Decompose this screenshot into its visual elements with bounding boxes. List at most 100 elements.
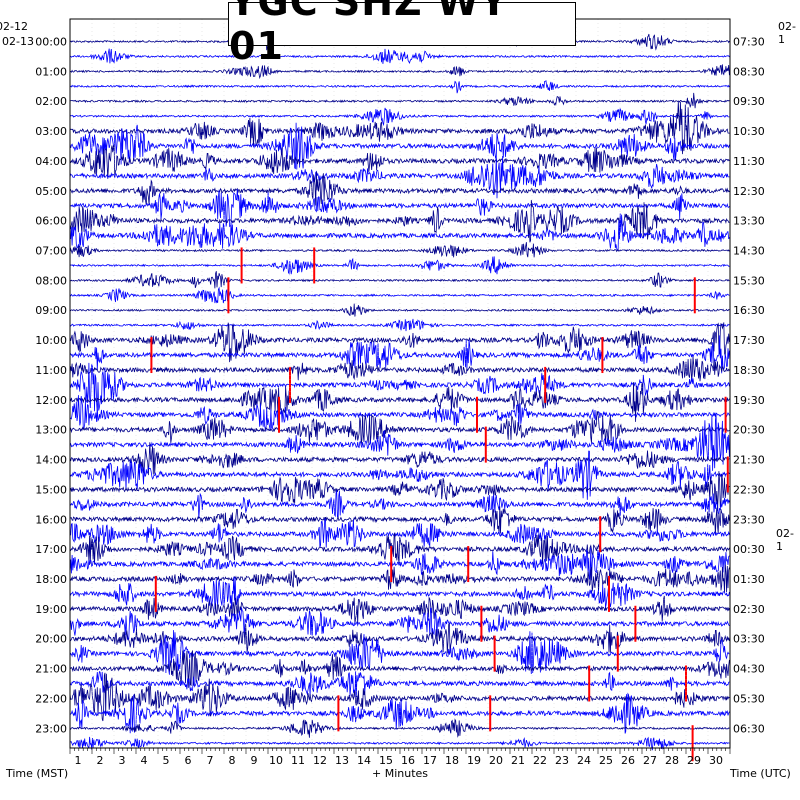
trace-row: [69, 718, 730, 738]
hour-label-right: 12:30: [733, 185, 765, 198]
axis-label-left: Time (MST): [5, 767, 68, 780]
hour-label-left: 16:00: [35, 513, 67, 526]
hour-label-right: 10:30: [733, 125, 765, 138]
minute-tick-label: 8: [229, 754, 236, 767]
axis-label-center: + Minutes: [372, 767, 428, 780]
trace-row: [69, 362, 730, 414]
date-label-start: 02-13: [2, 35, 34, 48]
minute-tick-label: 15: [379, 754, 393, 767]
date-label-top-right: 02-1: [778, 20, 796, 46]
right-hour-labels: 07:30 08:30 09:30 10:30 11:30 12:30 13:30 14:30…: [733, 36, 765, 736]
hour-label-left: 14:00: [35, 454, 67, 467]
trace-row: [70, 48, 730, 65]
trace-row: [69, 356, 730, 382]
trace-row: [69, 256, 730, 275]
trace-row: [69, 576, 730, 610]
minute-tick-label: 2: [97, 754, 104, 767]
trace-row: [69, 518, 730, 548]
minute-tick-label: 25: [599, 754, 613, 767]
trace-row: [69, 607, 730, 641]
hour-label-right: 18:30: [733, 364, 765, 377]
hour-label-right: 13:30: [733, 215, 765, 228]
minute-tick-label: 14: [357, 754, 371, 767]
hour-label-left: 21:00: [35, 663, 67, 676]
minute-tick-label: 10: [269, 754, 283, 767]
minute-tick-label: 16: [401, 754, 415, 767]
hour-label-right: 09:30: [733, 95, 765, 108]
minute-ticks: 1 2 3 4 5 6 7 8 9 10 11 12 13 14 15 16 17 18 19 20 21 22 23 24 2…: [69, 748, 731, 767]
hour-label-right: 17:30: [733, 334, 765, 347]
minute-tick-label: 29: [687, 754, 701, 767]
hour-label-left: 17:00: [35, 543, 67, 556]
hour-label-left: 00:00: [35, 36, 67, 49]
hour-label-left: 02:00: [35, 95, 67, 108]
trace-row: [69, 490, 730, 520]
trace-row: [70, 271, 730, 289]
minute-tick-label: 13: [335, 754, 349, 767]
hour-label-right: 03:30: [733, 633, 765, 646]
trace-row: [69, 318, 730, 332]
trace-row: [69, 242, 730, 258]
trace-row: [69, 650, 730, 688]
hour-label-right: 20:30: [733, 424, 765, 437]
hour-label-left: 11:00: [35, 364, 67, 377]
minute-tick-label: 11: [291, 754, 305, 767]
grid-lines: [91, 19, 709, 748]
trace-row: [69, 410, 730, 445]
trace-row: [69, 382, 730, 422]
trace-row: [69, 414, 730, 471]
minute-tick-label: 20: [489, 754, 503, 767]
minute-tick-label: 5: [163, 754, 170, 767]
hour-label-left: 08:00: [35, 274, 67, 287]
minute-tick-label: 9: [251, 754, 258, 767]
trace-row: [69, 630, 730, 675]
trace-row: [69, 395, 730, 432]
minute-tick-label: 24: [577, 754, 591, 767]
trace-row: [69, 107, 730, 127]
minute-tick-label: 6: [185, 754, 192, 767]
minute-tick-label: 17: [423, 754, 437, 767]
hour-label-right: 23:30: [733, 513, 765, 526]
hour-label-right: 14:30: [733, 245, 765, 258]
hour-label-right: 04:30: [733, 663, 765, 676]
hour-label-left: 23:00: [35, 722, 67, 735]
hour-label-left: 20:00: [35, 633, 67, 646]
hour-label-right: 02:30: [733, 603, 765, 616]
trace-row: [69, 547, 730, 581]
trace-row: [69, 672, 730, 722]
trace-row: [69, 64, 730, 80]
hour-label-right: 11:30: [733, 155, 765, 168]
hour-label-left: 05:00: [35, 185, 67, 198]
minute-tick-label: 12: [313, 754, 327, 767]
hour-label-right: 07:30: [733, 36, 765, 49]
trace-row: [69, 506, 730, 535]
hour-label-left: 06:00: [35, 215, 67, 228]
minute-tick-label: 30: [709, 754, 723, 767]
trace-row: [69, 442, 730, 476]
minute-tick-label: 19: [467, 754, 481, 767]
minute-tick-label: 22: [533, 754, 547, 767]
minute-tick-label: 18: [445, 754, 459, 767]
hour-label-right: 16:30: [733, 304, 765, 317]
axis-label-right: Time (UTC): [729, 767, 791, 780]
minute-tick-label: 26: [621, 754, 635, 767]
trace-row: [69, 80, 730, 94]
hour-label-left: 01:00: [35, 65, 67, 78]
left-hour-labels: 00:00 01:00 02:00 03:00 04:00 05:00 06:00 07:00…: [35, 36, 67, 736]
hour-label-right: 15:30: [733, 274, 765, 287]
trace-row: [69, 213, 730, 252]
hour-label-right: 21:30: [733, 454, 765, 467]
minute-tick-label: 4: [141, 754, 148, 767]
trace-row: [70, 335, 730, 374]
trace-rows: [69, 33, 730, 751]
hour-label-left: 18:00: [35, 573, 67, 586]
hour-label-right: 01:30: [733, 573, 765, 586]
minute-tick-label: 3: [119, 754, 126, 767]
hour-label-right: 22:30: [733, 483, 765, 496]
chart-title: YGC SHZ WY 01: [228, 0, 576, 68]
minute-tick-label: 21: [511, 754, 525, 767]
trace-row: [69, 671, 730, 698]
trace-row: [69, 286, 730, 304]
hour-label-left: 07:00: [35, 245, 67, 258]
